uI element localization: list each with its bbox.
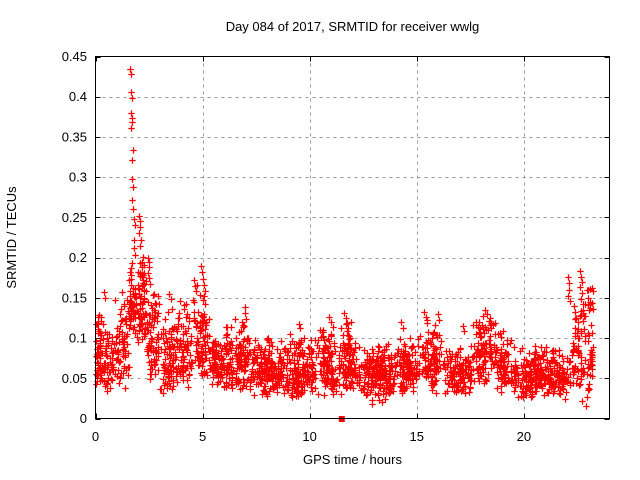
y-axis-label: SRMTID / TECUs [4,186,19,289]
x-tick-label: 10 [302,429,316,444]
y-tick-label: 0.3 [69,170,87,185]
x-tick-label: 5 [199,429,206,444]
y-tick-label: 0.4 [69,89,87,104]
y-tick-label: 0.45 [62,49,87,64]
x-tick-labels: 0 5 10 15 20 [92,429,531,444]
plot-border [95,56,610,419]
y-tick-label: 0.15 [62,290,87,305]
x-tick-label: 20 [517,429,531,444]
x-axis-label: GPS time / hours [303,452,402,467]
y-tick-label: 0.2 [69,250,87,265]
x-tick-label: 0 [92,429,99,444]
y-tick-label: 0.1 [69,331,87,346]
y-tick-labels: 0 0.05 0.1 0.15 0.2 0.25 0.3 0.35 0.4 0.45 [62,49,87,426]
chart-title: Day 084 of 2017, SRMTID for receiver wwl… [226,19,480,34]
scatter-points [93,66,597,410]
tick-marks [95,56,610,420]
axis-ticks [95,56,610,420]
y-tick-label: 0.25 [62,210,87,225]
y-tick-label: 0.05 [62,371,87,386]
y-tick-label: 0 [80,411,87,426]
srmtid-points-path [93,66,597,410]
y-tick-label: 0.35 [62,129,87,144]
x-tick-label: 15 [410,429,424,444]
